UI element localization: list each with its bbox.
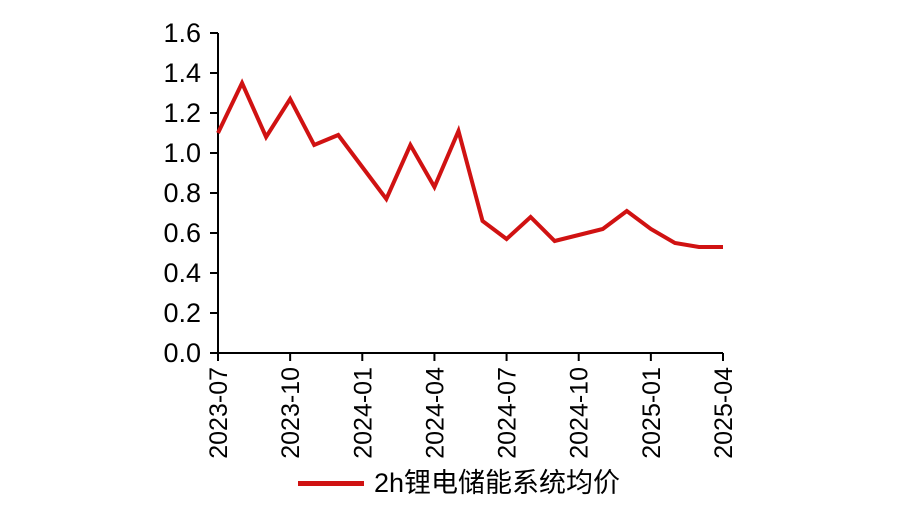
x-tick-label: 2024-04: [421, 367, 449, 459]
y-tick-label: 1.2: [163, 98, 201, 128]
axis-lines: [217, 33, 723, 354]
y-tick-label: 0.8: [163, 178, 201, 208]
y-tick-label: 1.4: [163, 58, 201, 88]
y-tick-label: 1.6: [163, 18, 201, 48]
legend-line-swatch: [297, 480, 364, 486]
plot-area: 0.0 0.2 0.4 0.6 0.8 1.0 1.2 1.4 1.6 2023-07 2023-1…: [163, 18, 738, 459]
y-tick-label: 0.4: [163, 258, 201, 288]
y-tick-label: 0.2: [163, 298, 201, 328]
y-tick-label: 1.0: [163, 138, 201, 168]
x-tick-label: 2024-10: [566, 367, 594, 459]
legend-label: 2h锂电储能系统均价: [373, 468, 621, 498]
y-tick-label: 0.0: [163, 338, 201, 368]
x-tick-label: 2023-07: [205, 367, 233, 459]
price-series-line: [216, 78, 723, 249]
y-tick-label: 0.6: [163, 218, 201, 248]
x-tick-label: 2023-10: [277, 367, 305, 459]
legend: 2h锂电储能系统均价: [0, 466, 900, 500]
x-tick-label: 2025-01: [638, 367, 666, 459]
x-tick-label: 2025-04: [710, 367, 738, 459]
x-tick-label: 2024-01: [349, 367, 377, 459]
x-tick-label: 2024-07: [494, 367, 522, 459]
